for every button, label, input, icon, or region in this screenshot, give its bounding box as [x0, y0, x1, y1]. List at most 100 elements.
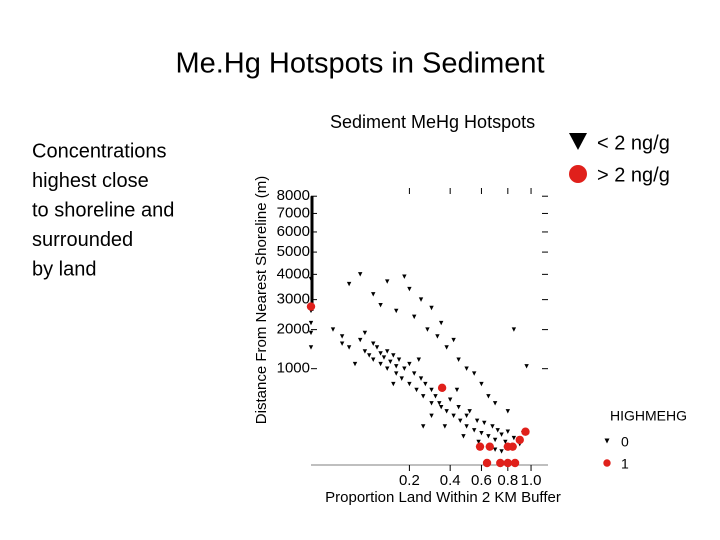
y-tick-label: 5000: [277, 243, 310, 260]
body-line: by land: [32, 258, 97, 280]
scatter-point: [352, 361, 358, 367]
scatter-point: [524, 364, 529, 369]
scatter-point: [362, 349, 368, 354]
scatter-point: [346, 281, 352, 287]
scatter-point: [451, 337, 456, 343]
scatter-point: [495, 428, 500, 433]
scatter-point: [482, 458, 492, 468]
scatter-point: [467, 409, 472, 414]
scatter-point: [447, 397, 453, 402]
scatter-point: [362, 330, 368, 336]
scatter-point: [407, 381, 412, 387]
scatter-point: [475, 442, 485, 451]
scatter-point: [471, 428, 477, 433]
y-tick-label: 4000: [277, 265, 310, 282]
scatter-point: [444, 409, 449, 414]
scatter-point: [492, 447, 498, 452]
slide-legend-circle: [569, 165, 587, 183]
scatter-point: [503, 439, 508, 445]
body-line: to shoreline and: [32, 199, 174, 221]
scatter-point: [388, 359, 393, 365]
scatter-point: [492, 401, 498, 406]
scatter-point: [503, 458, 513, 468]
scatter-point: [358, 272, 363, 277]
body-text: Concentrations highest close to shoreline …: [32, 140, 174, 280]
y-tick-label: 1000: [277, 360, 310, 377]
y-tick-label: 3000: [277, 291, 310, 308]
scatter-point: [416, 357, 422, 362]
scatter-point: [435, 334, 440, 339]
scatter-point: [456, 404, 461, 410]
scatter-point: [378, 351, 383, 356]
scatter-point: [306, 302, 316, 311]
scatter-point: [471, 371, 477, 376]
scatter-point: [442, 424, 448, 429]
scatter-point: [371, 357, 376, 362]
scatter-point: [438, 404, 444, 410]
scatter-point: [505, 409, 511, 414]
scatter-point: [505, 429, 511, 434]
scatter-point: [407, 286, 412, 292]
scatter-point: [511, 327, 517, 332]
scatter-point: [476, 439, 481, 445]
legend-marker: [603, 459, 611, 467]
scatter-point: [511, 435, 517, 441]
scatter-point: [308, 320, 314, 326]
scatter-point: [451, 413, 456, 419]
scatter-point: [464, 366, 469, 371]
scatter-point: [330, 327, 336, 332]
slide-legend-triangle: [569, 133, 587, 150]
scatter-point: [418, 297, 424, 302]
scatter-point: [394, 371, 399, 376]
scatter-point: [378, 302, 383, 308]
scatter-point: [414, 387, 419, 393]
x-tick-label: 0.4: [440, 472, 461, 489]
scatter-point: [433, 394, 438, 399]
x-tick-label: 1.0: [521, 472, 542, 489]
y-tick-label: 7000: [277, 204, 310, 221]
scatter-point: [402, 366, 407, 371]
scatter-point: [421, 424, 426, 429]
scatter-point: [394, 308, 399, 314]
scatter-point: [367, 353, 372, 358]
scatter-point: [374, 345, 380, 350]
legend-label: 0: [621, 434, 629, 450]
scatter-point: [385, 366, 390, 371]
body-line: surrounded: [32, 229, 133, 251]
scatter-point: [464, 424, 469, 429]
x-tick-label: 0.6: [471, 472, 492, 489]
body-line: highest close: [32, 170, 149, 192]
scatter-point: [423, 381, 428, 387]
scatter-point: [521, 427, 530, 436]
scatter-point: [358, 337, 363, 343]
scatter-point: [418, 376, 424, 381]
body-line: Concentrations: [32, 140, 167, 162]
legend-marker: [604, 438, 610, 444]
scatter-point: [510, 458, 520, 468]
legend-label: 1: [621, 456, 629, 472]
scatter-point: [425, 327, 430, 332]
scatter-point: [308, 330, 314, 336]
scatter-point: [464, 413, 469, 419]
slide-title: Me.Hg Hotspots in Sediment: [175, 48, 544, 80]
scatter-point: [486, 394, 491, 399]
scatter-point: [437, 383, 447, 393]
scatter-point: [438, 320, 444, 326]
scatter-point: [437, 401, 442, 406]
scatter-point: [385, 279, 390, 284]
scatter-point: [385, 349, 390, 354]
scatter-point: [458, 418, 463, 424]
scatter-point: [474, 418, 480, 424]
slide-legend-label: > 2 ng/g: [597, 164, 670, 186]
scatter-point: [308, 276, 314, 282]
scatter-point: [378, 361, 383, 367]
scatter-point: [429, 387, 434, 393]
scatter-point: [490, 424, 495, 429]
scatter-point: [456, 357, 461, 362]
y-tick-label: 8000: [277, 187, 310, 204]
scatter-point: [346, 345, 352, 350]
legend-title: HIGHMEHG: [610, 408, 687, 424]
scatter-point: [482, 420, 487, 426]
